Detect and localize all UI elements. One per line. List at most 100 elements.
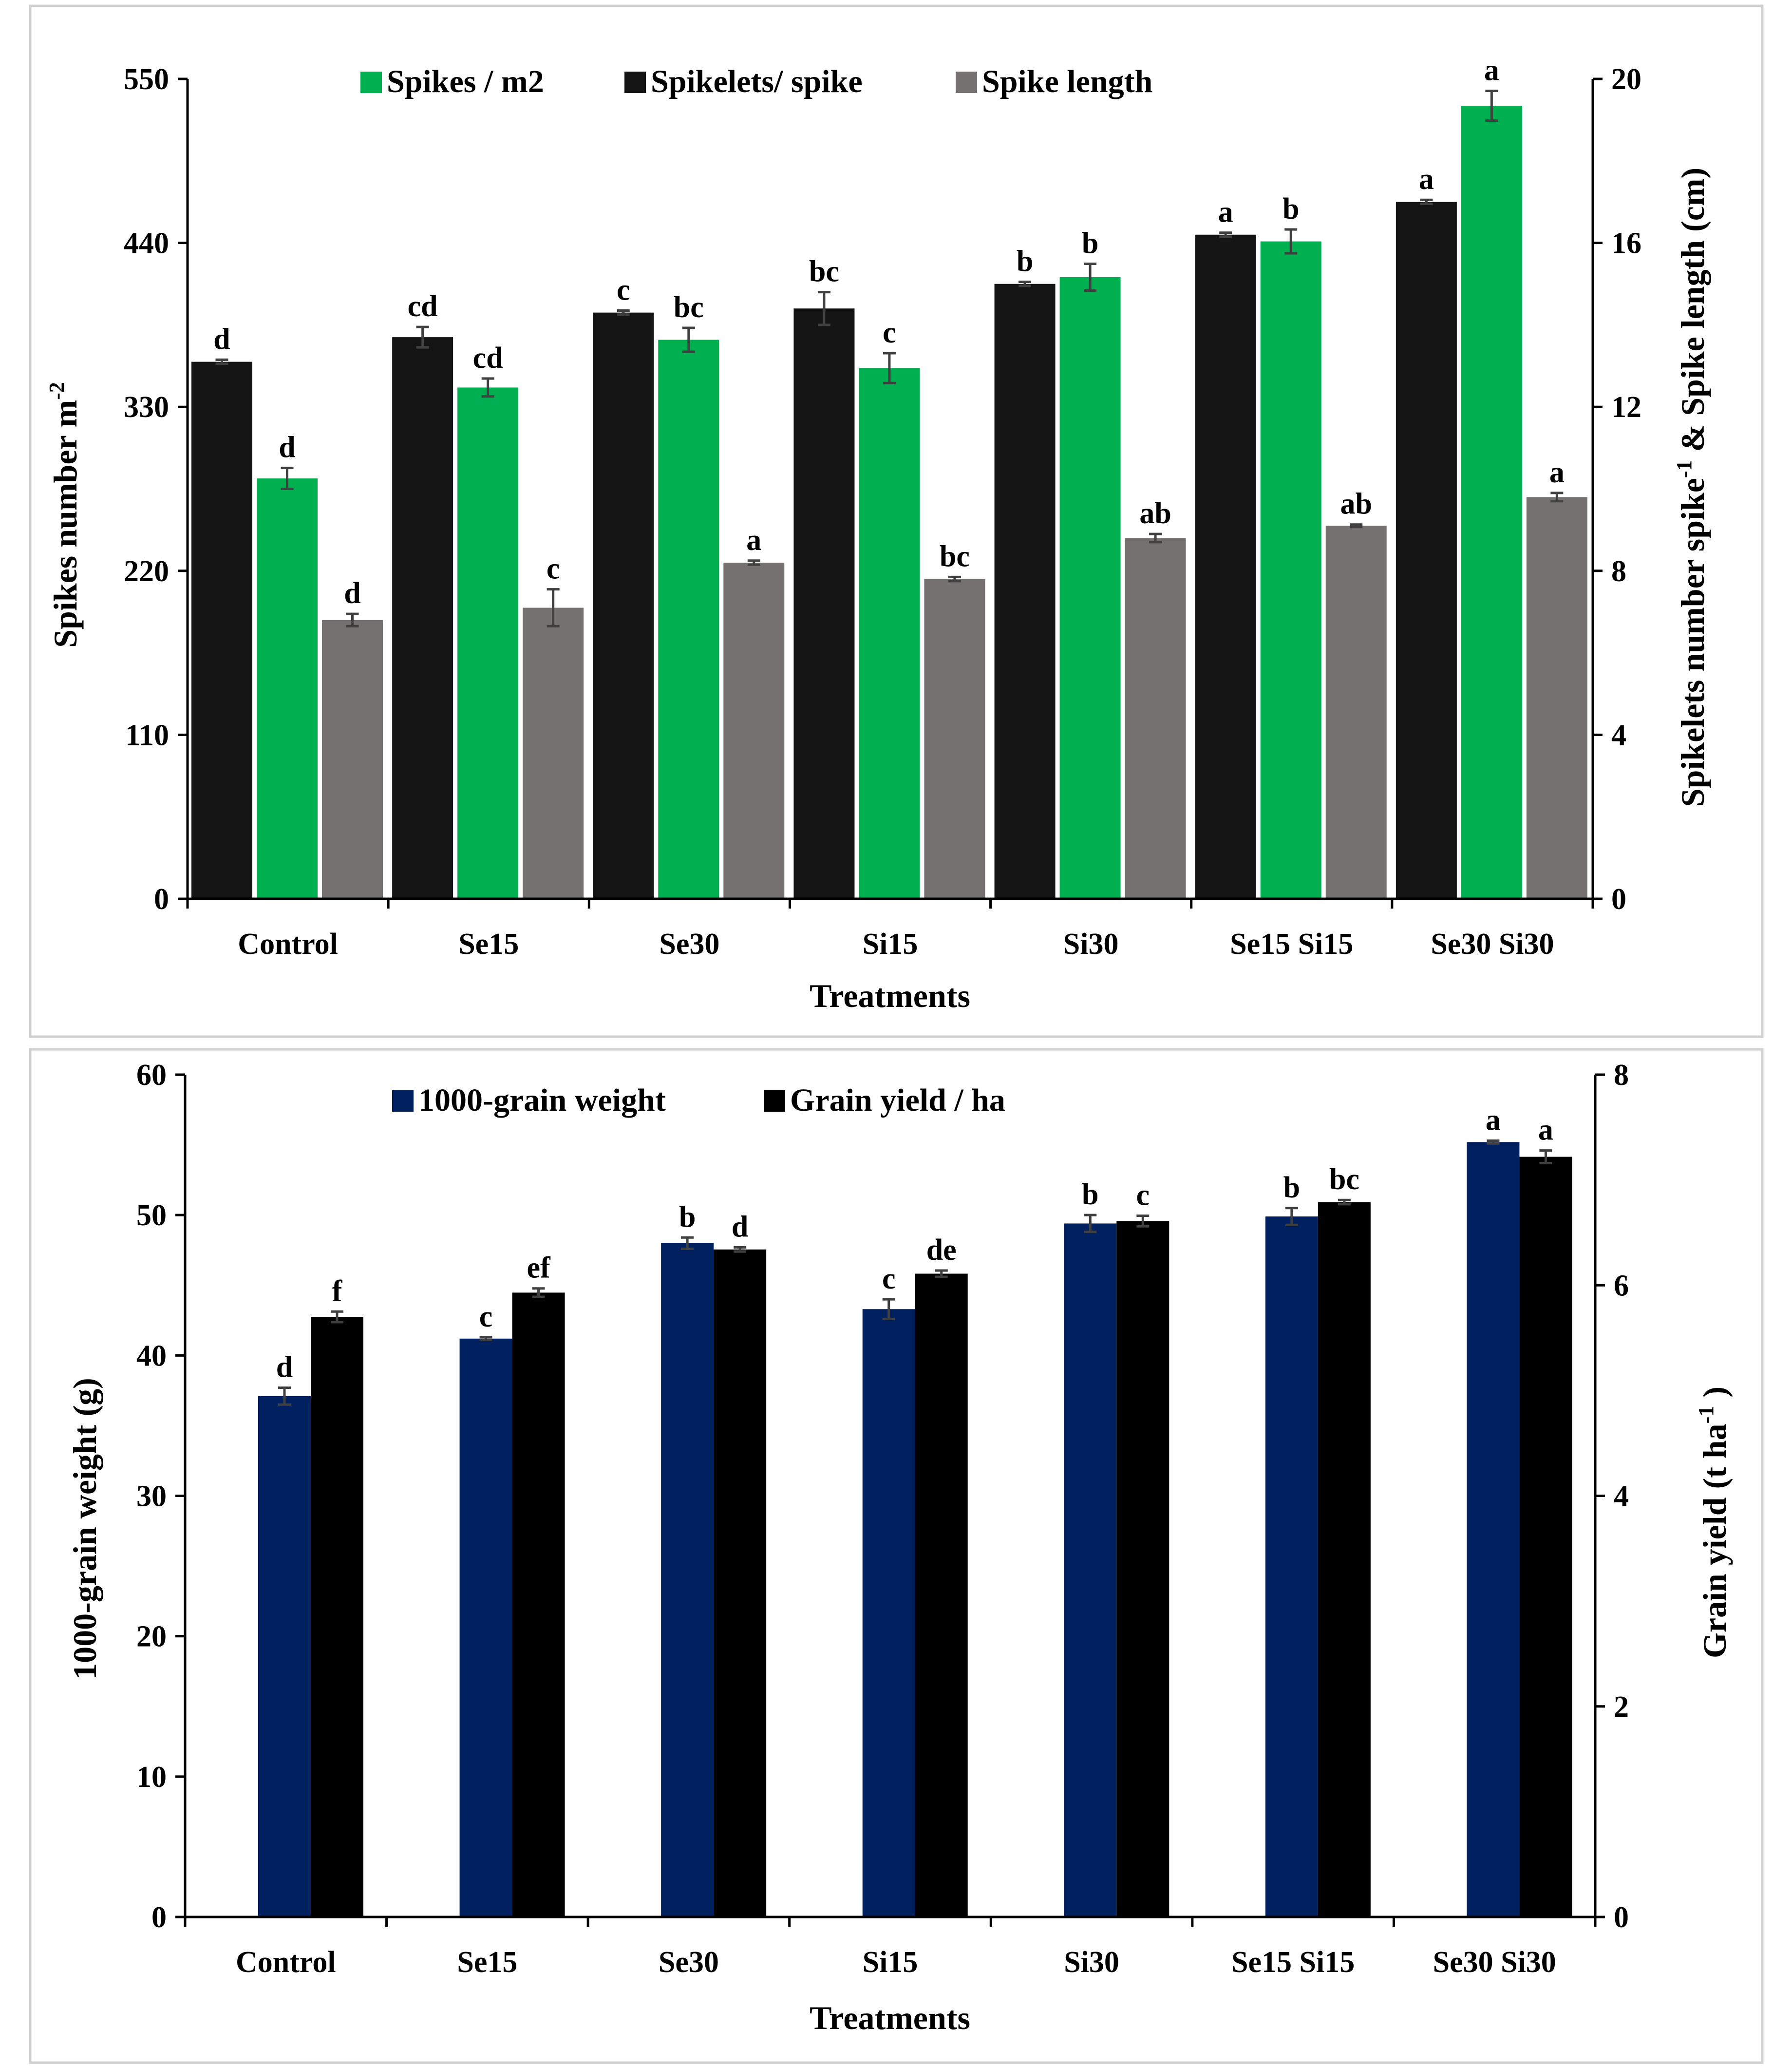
bar-grain-yield-ha-se30-si30 [1519,1157,1572,1917]
bar-spikelets-spike-se15 [392,337,453,899]
x-tick-label-se15-si15: Se15 Si15 [1230,928,1353,961]
bar-spikes-m2-control [257,478,318,899]
significance-letter-spikes-m2-se30-si30: a [1484,54,1499,87]
y2-tick-label-6: 6 [1614,1269,1629,1302]
bar-spike-length-se30 [723,562,785,899]
legend-label-spike-length: Spike length [982,64,1152,99]
bar-1000-grain-weight-si30 [1064,1223,1117,1917]
significance-letter-spikelets-spike-control: d [213,323,230,356]
y2-tick-label-16: 16 [1611,227,1641,260]
bar-spikelets-spike-se30-si30 [1396,202,1457,899]
y2-tick-label-8: 8 [1614,1059,1629,1092]
bar-spike-length-si30 [1125,538,1186,899]
bar-spikes-m2-si30 [1059,277,1121,899]
y-axis-title: 1000-grain weight (g) [66,1378,103,1679]
bar-spike-length-si15 [924,579,985,899]
y2-tick-label-8: 8 [1611,555,1626,588]
y-tick-label-10: 10 [136,1761,167,1794]
significance-letter-1000-grain-weight-control: d [276,1351,293,1384]
bar-grain-yield-ha-si15 [915,1273,968,1917]
bar-1000-grain-weight-se15 [459,1338,512,1917]
y2-tick-label-0: 0 [1614,1901,1629,1934]
significance-letter-grain-yield-ha-se30-si30: a [1538,1114,1553,1147]
x-tick-label-se30: Se30 [659,928,719,961]
x-tick-label-si30: Si30 [1063,928,1119,961]
legend-label-grain-yield: Grain yield / ha [790,1082,1005,1118]
bar-1000-grain-weight-se30 [661,1243,714,1917]
bar-spikelets-spike-se30 [593,312,654,899]
legend-label-1000-grain-weight: 1000-grain weight [418,1082,666,1118]
axes-group: Control Se15 Se30 Si15 Si30 Se15 Si15 Se30 Si3… [136,1059,1629,1979]
x-axis-title: Treatments [810,1999,970,2036]
legend-label-spikelets-spike: Spikelets/ spike [651,64,863,99]
axes-group: Control Se15 Se30 Si15 Si30 Se15 Si15 Se30 Si3… [124,63,1641,961]
y-tick-label-0: 0 [151,1901,167,1934]
y2-tick-label-0: 0 [1611,883,1626,916]
x-tick-label-si15: Si15 [863,928,918,961]
significance-letter-grain-yield-ha-se30: d [732,1210,748,1243]
legend-swatch-grain-yield [764,1090,785,1112]
bar-spikes-m2-se15-si15 [1260,241,1321,899]
y2-axis-title: Grain yield (t ha-1 ) [1694,1386,1733,1658]
significance-letter-1000-grain-weight-si15: c [882,1262,896,1295]
y-tick-label-40: 40 [136,1339,167,1372]
y2-tick-label-4: 4 [1614,1480,1629,1513]
significance-letter-1000-grain-weight-se30: b [679,1200,696,1233]
bar-spike-length-se15 [523,607,584,899]
legend-swatch-spike-length [956,72,977,93]
significance-letter-spike-length-se15: c [547,552,560,586]
significance-letter-spike-length-si30: ab [1139,497,1171,530]
y-tick-label-60: 60 [136,1059,167,1092]
legend-label-spikes-m2: Spikes / m2 [387,64,544,99]
y2-tick-label-2: 2 [1614,1690,1629,1724]
significance-letter-spike-length-se15-si15: ab [1340,488,1372,521]
bar-spike-length-se15-si15 [1325,526,1387,899]
significance-letter-1000-grain-weight-si30: b [1082,1178,1098,1211]
y-tick-label-330: 330 [124,391,169,424]
x-tick-label-si30: Si30 [1064,1946,1119,1979]
significance-letter-spikes-m2-se30: bc [674,291,704,324]
significance-letter-grain-yield-ha-si30: c [1136,1179,1150,1212]
y-tick-label-30: 30 [136,1480,167,1513]
significance-letter-spike-length-se30: a [746,524,761,557]
significance-letter-grain-yield-ha-si15: de [926,1233,957,1267]
bar-1000-grain-weight-se15-si15 [1265,1216,1318,1917]
significance-letter-spikelets-spike-se30-si30: a [1419,163,1434,196]
bar-spikelets-spike-control [191,361,252,899]
significance-letter-spikes-m2-se15-si15: b [1283,192,1299,226]
legend: 1000-grain weight Grain yield / ha [392,1082,1005,1118]
bar-grain-yield-ha-si30 [1116,1221,1170,1917]
significance-letter-1000-grain-weight-se15-si15: b [1283,1171,1300,1204]
x-tick-label-control: Control [236,1946,336,1979]
y-axis-title-superscript: -2 [45,382,69,400]
y2-tick-label-4: 4 [1611,719,1626,752]
significance-letter-1000-grain-weight-se30-si30: a [1486,1103,1501,1137]
y2-axis-title: Spikelets number spike-1 & Spike length … [1672,168,1711,807]
legend-swatch-1000-grain-weight [392,1090,414,1112]
x-tick-label-se30-si30: Se30 Si30 [1431,928,1554,961]
x-tick-label-control: Control [238,928,338,961]
bar-1000-grain-weight-si15 [862,1309,915,1917]
y-tick-label-550: 550 [124,63,169,96]
bar-spike-length-control [322,620,383,899]
bar-spikes-m2-se30-si30 [1461,106,1522,899]
y-tick-label-220: 220 [124,555,169,588]
x-tick-label-se30-si30: Se30 Si30 [1433,1946,1556,1979]
y-tick-label-110: 110 [125,719,169,752]
y-tick-label-50: 50 [136,1199,167,1232]
significance-letter-spikelets-spike-se30: c [617,273,630,306]
significance-letter-spikelets-spike-se15-si15: a [1218,196,1233,229]
significance-letter-spikelets-spike-se15: cd [408,290,438,323]
significance-letter-spikelets-spike-si30: b [1017,245,1033,278]
significance-letter-spikes-m2-se15: cd [473,342,503,375]
bar-spikes-m2-se30 [658,340,719,899]
bar-spikelets-spike-se15-si15 [1195,234,1256,899]
y2-tick-label-12: 12 [1611,391,1641,424]
x-tick-label-se15: Se15 [458,928,519,961]
y2-tick-label-20: 20 [1611,63,1641,96]
significance-letter-spikes-m2-control: d [279,431,295,464]
